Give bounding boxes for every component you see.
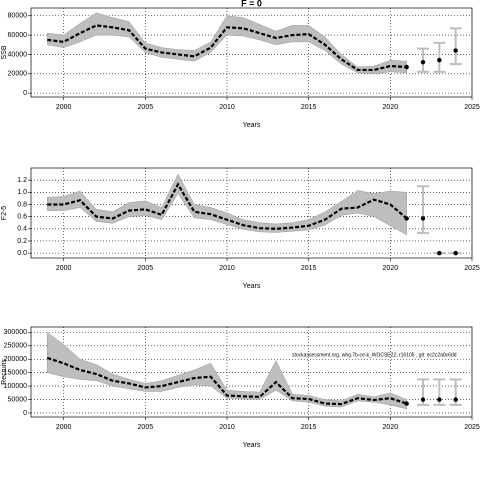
- y-tick-label: 0.8: [17, 201, 27, 208]
- y-axis-label: Recruits: [1, 359, 8, 385]
- y-tick-label: 60000: [8, 32, 28, 39]
- x-tick-label: 2010: [219, 104, 235, 111]
- estimate-line: [46, 356, 408, 406]
- plot: [31, 8, 472, 97]
- x-tick-label: 2020: [383, 104, 399, 111]
- y-tick-label: 0: [23, 410, 27, 417]
- plot-frame: [30, 326, 473, 418]
- projection-point: [437, 397, 442, 402]
- y-tick-label: 50000: [8, 396, 28, 403]
- projection-point: [420, 59, 426, 65]
- estimate-point: [404, 216, 409, 221]
- projection-point: [453, 48, 458, 53]
- y-tick-label: 0.4: [17, 226, 27, 233]
- projection-point: [420, 216, 426, 221]
- plot-frame: [30, 7, 473, 98]
- estimate-line: [47, 182, 408, 230]
- x-tick-label: 2020: [383, 424, 399, 431]
- y-axis-label: SSB: [1, 45, 8, 59]
- y-axis-label: F2-5: [1, 206, 8, 221]
- y-tick-label: 100000: [4, 383, 27, 390]
- confidence-band: [47, 173, 407, 236]
- x-tick-label: 2025: [464, 104, 480, 111]
- projection-point: [453, 397, 458, 402]
- estimate-point: [404, 401, 409, 406]
- x-tick-label: 2025: [464, 424, 480, 431]
- x-tick-label: 2000: [56, 104, 72, 111]
- confidence-band: [47, 12, 407, 75]
- x-axis-label: Years: [243, 122, 261, 129]
- estimate-point: [404, 64, 409, 70]
- x-tick-label: 2015: [301, 265, 317, 272]
- x-axis-label: Years: [243, 283, 261, 290]
- x-tick-label: 2015: [301, 104, 317, 111]
- x-tick-label: 2005: [138, 104, 154, 111]
- projection-point: [420, 397, 426, 402]
- y-tick-label: 40000: [8, 51, 28, 58]
- y-tick-label: 0.2: [17, 238, 27, 245]
- chart-title: F = 0: [241, 0, 262, 8]
- x-tick-label: 2010: [219, 424, 235, 431]
- projection-point: [437, 250, 442, 256]
- plot-frame: [30, 167, 473, 259]
- projection-point: [453, 250, 458, 256]
- plot: [31, 327, 472, 417]
- y-tick-label: 0: [23, 90, 27, 97]
- y-tick-label: 1.2: [17, 177, 27, 184]
- x-tick-label: 2000: [56, 424, 72, 431]
- x-axis-label: Years: [243, 442, 261, 449]
- y-tick-label: 0.0: [17, 250, 27, 257]
- y-tick-label: 20000: [8, 71, 28, 78]
- y-tick-label: 200000: [4, 356, 27, 363]
- plot: [31, 168, 472, 258]
- y-tick-label: 300000: [4, 329, 27, 336]
- x-tick-label: 2015: [301, 424, 317, 431]
- x-tick-label: 2020: [383, 265, 399, 272]
- y-tick-label: 250000: [4, 343, 27, 350]
- y-tick-label: 0.6: [17, 213, 27, 220]
- x-tick-label: 2025: [464, 265, 480, 272]
- y-tick-label: 150000: [4, 370, 27, 377]
- x-tick-label: 2010: [219, 265, 235, 272]
- annotation: stockassessment.org, whg.7b-ce-k_WGCSE22…: [292, 352, 457, 358]
- y-tick-label: 1.0: [17, 189, 27, 196]
- x-tick-label: 2000: [56, 265, 72, 272]
- x-tick-label: 2005: [138, 424, 154, 431]
- estimate-line: [47, 24, 407, 72]
- x-tick-label: 2005: [138, 265, 154, 272]
- confidence-band: [47, 331, 407, 410]
- projection-point: [437, 58, 442, 63]
- y-tick-label: 80000: [8, 13, 28, 20]
